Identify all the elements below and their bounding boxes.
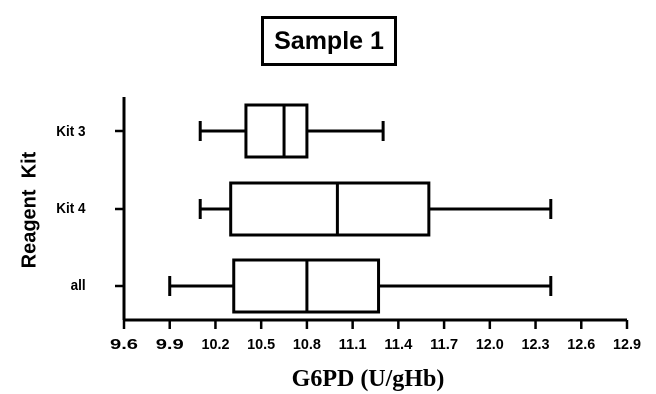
x-axis-ticks: 9.6 9.9 10.2 10.5 10.8 11.1 11.4 11.7 12.0 12.3 12… xyxy=(110,320,641,353)
box-all xyxy=(168,258,553,314)
iqr-box xyxy=(244,103,309,159)
x-tick-label: 12.0 xyxy=(476,336,504,353)
chart-title: Sample 1 xyxy=(261,16,397,66)
x-tick-label: 12.3 xyxy=(522,336,550,353)
x-tick-label: 12.9 xyxy=(613,336,641,353)
x-tick-label: 9.9 xyxy=(156,336,184,353)
x-axis-label: G6PD (U/gHb) xyxy=(291,366,445,392)
box-kit-4 xyxy=(198,181,553,237)
x-tick-label: 12.6 xyxy=(567,336,595,353)
x-tick-label: 11.1 xyxy=(339,336,367,353)
x-tick-label: 11.4 xyxy=(384,336,413,353)
x-tick-label: 10.5 xyxy=(247,336,275,353)
boxplot-series xyxy=(168,103,553,314)
category-label-kit-3: Kit 3 xyxy=(56,123,86,140)
x-tick-label: 9.6 xyxy=(110,336,138,353)
category-label-all: all xyxy=(70,277,86,294)
iqr-box xyxy=(229,181,431,237)
x-tick-label: 11.7 xyxy=(430,336,458,353)
x-tick-label: 10.8 xyxy=(293,336,321,353)
x-tick-label: 10.2 xyxy=(201,336,229,353)
box-kit-3 xyxy=(198,103,385,159)
category-label-kit-4: Kit 4 xyxy=(56,200,86,217)
